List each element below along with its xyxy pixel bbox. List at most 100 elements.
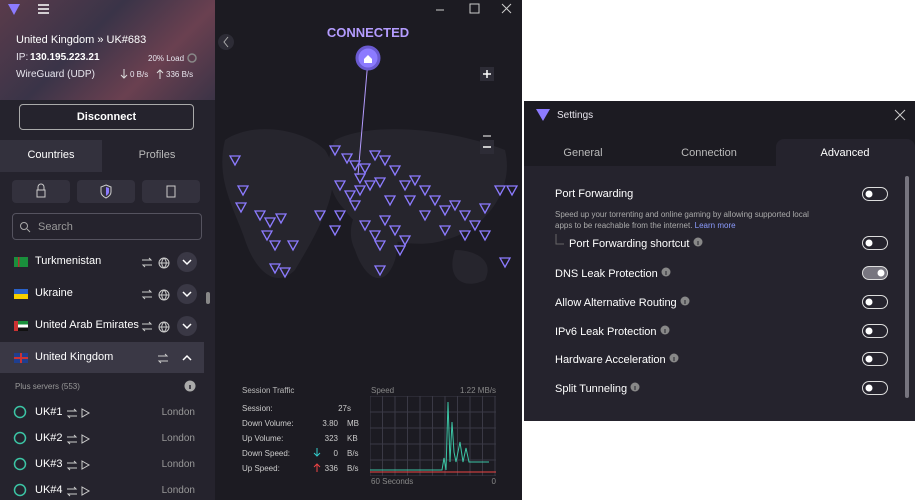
server-pin[interactable] xyxy=(438,225,452,237)
server-pin[interactable] xyxy=(260,230,274,242)
server-pin[interactable] xyxy=(353,173,367,185)
server-pin[interactable] xyxy=(408,175,422,187)
rate-arrows xyxy=(120,69,164,79)
server-pin[interactable] xyxy=(398,235,412,247)
country-name[interactable]: United Arab Emirates xyxy=(35,319,139,331)
globe-icon xyxy=(158,256,170,269)
session-unit: KB xyxy=(347,434,358,443)
country-name[interactable]: Turkmenistan xyxy=(35,255,102,267)
server-pin[interactable] xyxy=(286,240,300,252)
server-pin[interactable] xyxy=(358,163,372,175)
server-load xyxy=(13,483,27,497)
filter-button[interactable] xyxy=(77,180,135,203)
server-pin[interactable] xyxy=(383,195,397,207)
server-pin[interactable] xyxy=(393,245,407,257)
server-pin[interactable] xyxy=(348,200,362,212)
server-pin[interactable] xyxy=(333,180,347,192)
server-name[interactable]: UK#4 xyxy=(35,484,63,496)
server-pin[interactable] xyxy=(388,165,402,177)
ip: 130.195.223.21 xyxy=(30,52,100,63)
server-pin[interactable] xyxy=(328,225,342,237)
server-pin[interactable] xyxy=(274,213,288,225)
filter-button[interactable] xyxy=(12,180,70,203)
server-pin[interactable] xyxy=(358,220,372,232)
server-pin[interactable] xyxy=(378,215,392,227)
server-pin[interactable] xyxy=(263,217,277,229)
server-pin[interactable] xyxy=(373,265,387,277)
server-pin[interactable] xyxy=(493,185,507,197)
server-pin[interactable] xyxy=(403,195,417,207)
toggle[interactable] xyxy=(862,324,888,338)
server-pin[interactable] xyxy=(398,180,412,192)
settings-tab[interactable]: Advanced xyxy=(820,147,870,159)
server-pin[interactable] xyxy=(478,203,492,215)
server-pin[interactable] xyxy=(340,153,354,165)
learn-more-link[interactable]: Learn more xyxy=(694,221,736,230)
server-pin[interactable] xyxy=(353,185,367,197)
server-pin[interactable] xyxy=(428,195,442,207)
filter-button[interactable] xyxy=(142,180,200,203)
server-name[interactable]: UK#2 xyxy=(35,432,63,444)
server-pin[interactable] xyxy=(378,155,392,167)
server-load xyxy=(13,431,27,445)
session-label: Down Volume: xyxy=(242,419,294,428)
vpn-window: United Kingdom » UK#683 IP: 130.195.223.… xyxy=(0,0,522,500)
server-pin[interactable] xyxy=(388,225,402,237)
description: Speed up your torrenting and online gami… xyxy=(555,209,825,231)
toggle[interactable] xyxy=(862,187,888,201)
server-pin[interactable] xyxy=(333,210,347,222)
info-icon xyxy=(669,353,679,363)
settings-tab[interactable]: General xyxy=(563,147,603,159)
server-pin[interactable] xyxy=(468,220,482,232)
graph-title: Speed xyxy=(371,386,395,395)
server-pin[interactable] xyxy=(373,177,387,189)
country-name[interactable]: United Kingdom xyxy=(35,351,114,363)
tab[interactable]: Countries xyxy=(27,149,75,161)
server-pin[interactable] xyxy=(278,267,292,279)
server-pin[interactable] xyxy=(505,185,519,197)
description-text: Speed up your torrenting and online gami… xyxy=(555,210,809,230)
server-pin[interactable] xyxy=(478,230,492,242)
close-button[interactable] xyxy=(894,109,906,121)
server-pin[interactable] xyxy=(234,202,248,214)
server-pin[interactable] xyxy=(498,257,512,269)
server-pin[interactable] xyxy=(348,160,362,172)
server-pin[interactable] xyxy=(448,200,462,212)
server-pin[interactable] xyxy=(236,185,250,197)
server-pin[interactable] xyxy=(438,205,452,217)
server-pin[interactable] xyxy=(268,240,282,252)
toggle[interactable] xyxy=(862,236,888,250)
server-pin[interactable] xyxy=(328,145,342,157)
toggle[interactable] xyxy=(862,266,888,280)
server-pin[interactable] xyxy=(268,263,282,275)
server-pin[interactable] xyxy=(343,190,357,202)
toggle[interactable] xyxy=(862,381,888,395)
server-pin[interactable] xyxy=(373,240,387,252)
server-pin[interactable] xyxy=(253,210,267,222)
server-pin[interactable] xyxy=(313,210,327,222)
toggle[interactable] xyxy=(862,295,888,309)
server-pin[interactable] xyxy=(458,230,472,242)
plus-servers: Plus servers (553) xyxy=(15,382,80,391)
search-box[interactable]: Search xyxy=(12,213,202,240)
graph-x-start: 60 Seconds xyxy=(371,477,414,486)
protocol: WireGuard (UDP) xyxy=(16,69,95,80)
server-pin[interactable] xyxy=(363,180,377,192)
server-pin[interactable] xyxy=(418,210,432,222)
server-pin[interactable] xyxy=(418,185,432,197)
option-text: DNS Leak Protection xyxy=(555,268,658,280)
country-name[interactable]: Ukraine xyxy=(35,287,73,299)
server-name[interactable]: UK#3 xyxy=(35,458,63,470)
server-pin[interactable] xyxy=(458,210,472,222)
settings-tab[interactable]: Connection xyxy=(681,147,737,159)
toggle[interactable] xyxy=(862,352,888,366)
disconnect-button[interactable]: Disconnect xyxy=(19,104,194,130)
server-pin[interactable] xyxy=(368,150,382,162)
server-name[interactable]: UK#1 xyxy=(35,406,63,418)
tab[interactable]: Profiles xyxy=(138,149,176,161)
speed-arrows xyxy=(313,448,321,472)
info-icon xyxy=(693,237,702,247)
server-pin[interactable] xyxy=(228,155,242,167)
server-pin[interactable] xyxy=(368,230,382,242)
